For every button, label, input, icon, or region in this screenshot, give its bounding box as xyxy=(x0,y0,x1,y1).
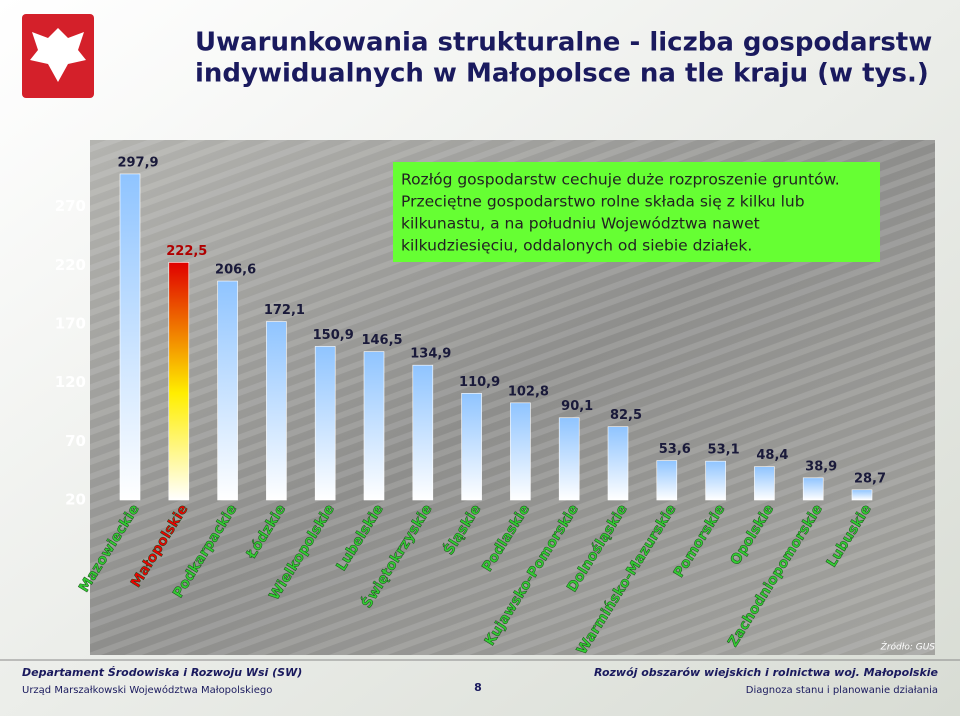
bar xyxy=(705,460,726,501)
value-label: 53,6 xyxy=(659,442,691,457)
value-label: 38,9 xyxy=(805,459,837,474)
y-tick-label: 20 xyxy=(65,491,86,509)
annotation-line: Przeciętne gospodarstwo rolne składa się… xyxy=(401,193,805,211)
bar xyxy=(656,460,678,501)
y-tick-label: 220 xyxy=(55,256,86,274)
value-label: 110,9 xyxy=(459,375,500,390)
value-label: 134,9 xyxy=(410,347,451,362)
annotation-line: kilkudziesięciu, oddalonych od siebie dz… xyxy=(401,237,752,255)
annotation-line: Rozłóg gospodarstw cechuje duże rozprosz… xyxy=(401,171,840,189)
y-tick-label: 270 xyxy=(55,197,86,215)
value-label: 90,1 xyxy=(561,399,593,414)
bar xyxy=(168,262,190,501)
bar xyxy=(607,426,629,501)
bar xyxy=(754,466,775,501)
footer-right-title: Rozwój obszarów wiejskich i rolnictwa wo… xyxy=(594,666,938,679)
bar xyxy=(461,393,482,501)
bar xyxy=(851,489,873,501)
bar xyxy=(802,477,824,501)
value-label: 146,5 xyxy=(361,333,402,348)
footer-right-sub: Diagnoza stanu i planowanie działania xyxy=(746,685,938,696)
bar xyxy=(266,321,287,501)
bar xyxy=(217,280,238,501)
value-label: 172,1 xyxy=(264,303,305,318)
bar xyxy=(119,173,141,501)
bar xyxy=(510,402,531,501)
bar xyxy=(558,417,580,501)
value-label: 28,7 xyxy=(854,471,886,486)
title-line: Uwarunkowania strukturalne - liczba gosp… xyxy=(195,28,932,58)
title-line: indywidualnych w Małopolsce na tle kraju… xyxy=(195,59,929,89)
value-label: 48,4 xyxy=(756,448,788,463)
y-tick-label: 170 xyxy=(55,315,86,333)
value-label: 102,8 xyxy=(508,384,549,399)
footer-left-sub: Urząd Marszałkowski Województwa Małopols… xyxy=(22,684,272,696)
y-tick-label: 120 xyxy=(55,373,86,391)
bar xyxy=(412,364,434,501)
annotation-line: kilkunastu, a na południu Województwa na… xyxy=(401,215,760,233)
emblem xyxy=(22,14,94,98)
source: Źródło: GUS xyxy=(880,641,936,653)
value-label: 297,9 xyxy=(117,155,158,170)
bar xyxy=(314,346,336,501)
y-tick-label: 70 xyxy=(65,432,86,450)
value-label: 150,9 xyxy=(313,328,354,343)
value-label: 206,6 xyxy=(215,263,256,278)
page-number: 8 xyxy=(474,681,482,694)
value-label: 82,5 xyxy=(610,408,642,423)
footer-left-title: Departament Środowiska i Rozwoju Wsi (SW… xyxy=(22,666,302,679)
value-label: 222,5 xyxy=(166,244,207,259)
bar xyxy=(363,351,385,501)
annotation-box xyxy=(393,162,880,262)
value-label: 53,1 xyxy=(708,443,740,458)
